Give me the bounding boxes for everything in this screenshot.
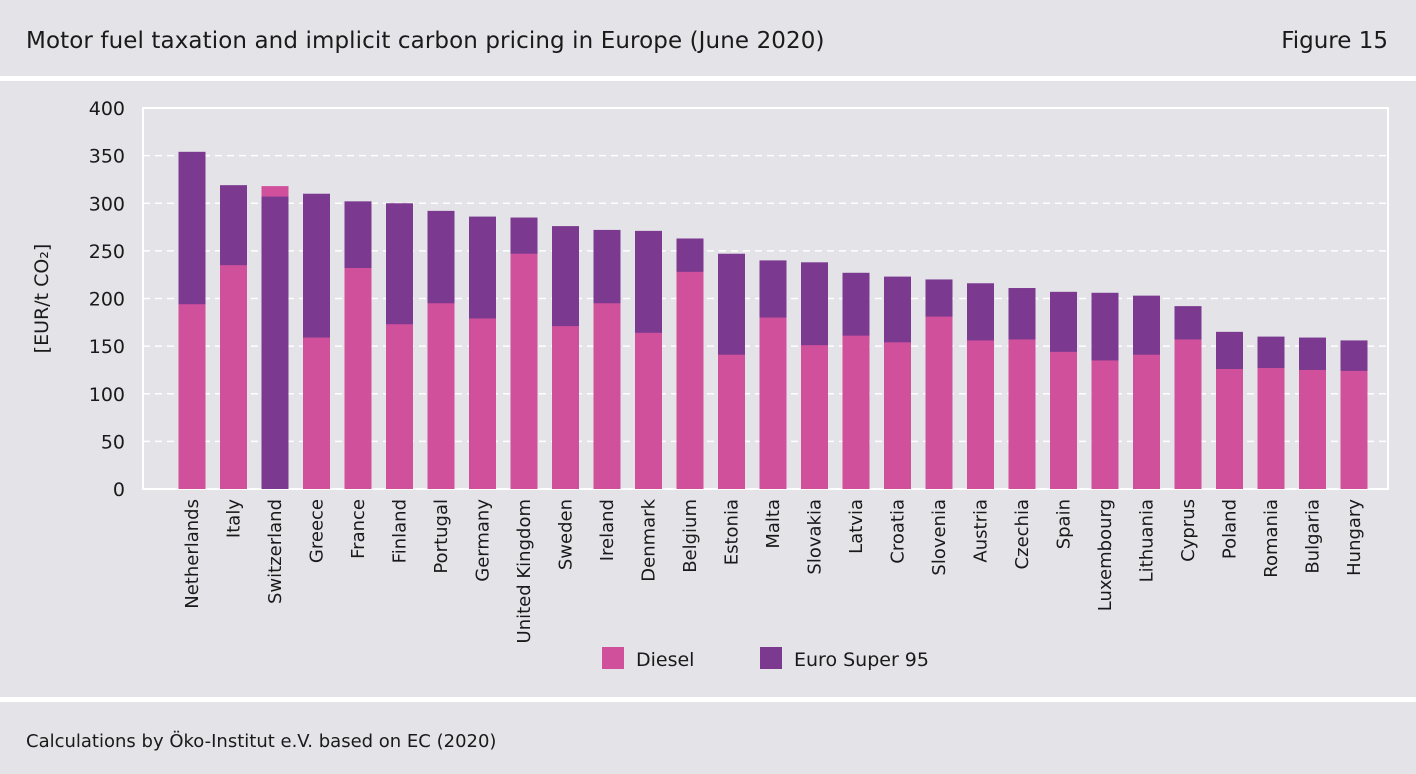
diesel-bar — [303, 337, 330, 489]
x-category-label: Spain — [1054, 499, 1075, 549]
x-category-label: Estonia — [722, 499, 743, 565]
x-category-label: Poland — [1220, 499, 1241, 559]
diesel-bar — [1008, 339, 1036, 489]
x-category-label: Czechia — [1012, 499, 1033, 569]
x-category-label: Switzerland — [265, 499, 286, 604]
legend-swatch-euro-super-95 — [760, 647, 782, 669]
diesel-bar — [344, 268, 372, 489]
legend-label-euro-super-95: Euro Super 95 — [794, 649, 929, 671]
chart-title: Motor fuel taxation and implicit carbon … — [26, 28, 825, 54]
diesel-bar — [884, 342, 911, 489]
x-category-label: Lithuania — [1137, 499, 1158, 582]
x-category-label: Greece — [307, 499, 328, 563]
y-tick-label: 200 — [89, 289, 125, 311]
x-category-label: Austria — [971, 499, 992, 563]
figure-label: Figure 15 — [1281, 28, 1388, 54]
diesel-bar — [759, 317, 787, 489]
x-category-label: Portugal — [431, 499, 452, 574]
diesel-bar — [1133, 354, 1160, 489]
diesel-bar — [718, 354, 745, 489]
x-category-label: Romania — [1261, 499, 1282, 578]
diesel-bar — [178, 304, 206, 489]
y-tick-label: 50 — [101, 431, 125, 453]
diesel-bar — [1091, 360, 1119, 489]
x-category-label: Denmark — [639, 498, 660, 581]
diesel-bar — [386, 324, 413, 489]
diesel-bar — [842, 335, 870, 489]
diesel-bar — [1340, 370, 1368, 489]
y-tick-label: 300 — [89, 193, 125, 215]
header-bar: Motor fuel taxation and implicit carbon … — [0, 0, 1416, 76]
diesel-bar — [552, 326, 579, 489]
x-category-label: United Kingdom — [514, 499, 535, 643]
diesel-bar — [593, 303, 621, 489]
diesel-bar — [925, 316, 953, 489]
x-category-label: Hungary — [1344, 499, 1365, 576]
top-divider — [0, 76, 1416, 81]
diesel-bar — [635, 332, 662, 489]
y-tick-label: 250 — [89, 241, 125, 263]
bottom-divider — [0, 697, 1416, 702]
x-category-label: Netherlands — [182, 499, 203, 609]
y-tick-label: 350 — [89, 146, 125, 168]
diesel-bar — [801, 345, 828, 489]
x-category-label: Germany — [473, 499, 494, 582]
x-category-label: Bulgaria — [1303, 499, 1324, 574]
bars-layer — [178, 151, 1368, 490]
y-tick-labels: 0 50 100 150 200 250 300 350 400 — [89, 98, 125, 501]
legend: Diesel Euro Super 95 — [602, 647, 929, 671]
euro-super-95-bar — [261, 196, 289, 489]
x-category-label: Finland — [390, 499, 411, 563]
x-category-label: Belgium — [680, 499, 701, 573]
diesel-bar — [1257, 368, 1285, 489]
diesel-bar — [510, 253, 538, 489]
diesel-bar — [1299, 369, 1326, 489]
x-category-label: Latvia — [846, 499, 867, 554]
diesel-bar — [1216, 368, 1243, 489]
x-category-label: Italy — [224, 499, 245, 538]
legend-swatch-diesel — [602, 647, 624, 669]
x-category-label: Luxembourg — [1095, 499, 1116, 611]
diesel-bar — [676, 271, 704, 489]
y-tick-label: 150 — [89, 336, 125, 358]
x-category-labels: Netherlands Italy Switzerland Greece France F… — [182, 498, 1365, 643]
diesel-bar — [220, 265, 247, 489]
x-category-label: Ireland — [597, 499, 618, 561]
y-axis-label: [EUR/t CO₂] — [31, 244, 53, 354]
x-category-label: France — [348, 499, 369, 559]
x-category-label: Sweden — [556, 499, 577, 570]
legend-label-diesel: Diesel — [636, 649, 694, 671]
x-category-label: Croatia — [888, 499, 909, 564]
y-tick-label: 100 — [89, 384, 125, 406]
x-category-label: Cyprus — [1178, 499, 1199, 562]
diesel-bar — [469, 318, 496, 489]
diesel-bar — [967, 340, 994, 489]
diesel-bar — [427, 303, 455, 489]
x-category-label: Slovenia — [929, 499, 950, 576]
diesel-bar — [1050, 351, 1077, 489]
source-note: Calculations by Öko-Institut e.V. based … — [26, 731, 497, 752]
y-tick-label: 400 — [89, 98, 125, 120]
diesel-bar — [1174, 339, 1202, 489]
x-category-label: Slovakia — [805, 499, 826, 575]
x-category-label: Malta — [763, 499, 784, 549]
y-tick-label: 0 — [113, 479, 125, 501]
